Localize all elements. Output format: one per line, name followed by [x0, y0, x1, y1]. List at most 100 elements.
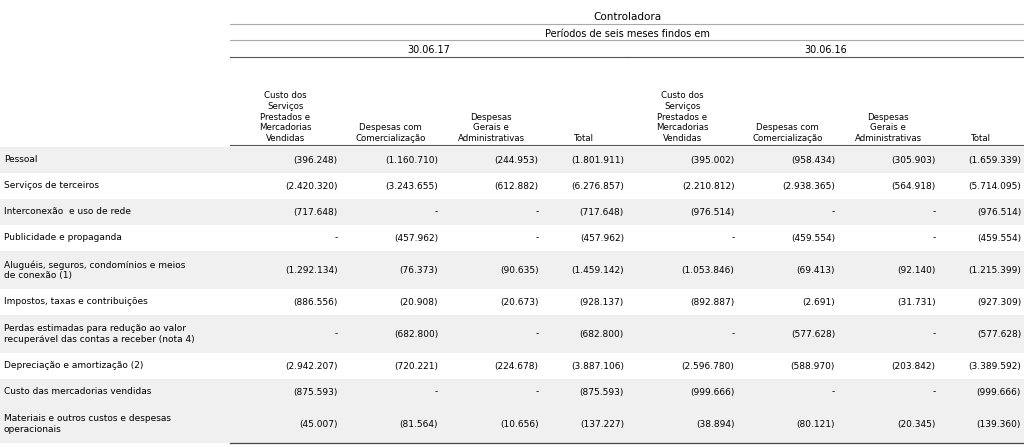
- Text: Despesas
Gerais e
Administrativas: Despesas Gerais e Administrativas: [458, 113, 525, 143]
- Text: -: -: [536, 329, 539, 338]
- Text: (976.514): (976.514): [690, 207, 734, 216]
- Text: (80.121): (80.121): [797, 419, 835, 429]
- Text: -: -: [536, 207, 539, 216]
- Text: (244.953): (244.953): [495, 156, 539, 164]
- Text: (2.938.365): (2.938.365): [782, 181, 835, 190]
- Text: (588.970): (588.970): [791, 362, 835, 371]
- Text: Pessoal: Pessoal: [4, 156, 38, 164]
- Text: Despesas com
Comercialização: Despesas com Comercialização: [355, 123, 426, 143]
- Text: -: -: [932, 233, 936, 243]
- Text: (45.007): (45.007): [299, 419, 338, 429]
- Text: Impostos, taxas e contribuições: Impostos, taxas e contribuições: [4, 298, 147, 307]
- Text: -: -: [435, 207, 438, 216]
- Text: (2.691): (2.691): [803, 298, 835, 307]
- FancyBboxPatch shape: [0, 147, 1024, 173]
- Text: (92.140): (92.140): [897, 266, 936, 274]
- Text: Controladora: Controladora: [593, 12, 662, 22]
- Text: (3.389.592): (3.389.592): [968, 362, 1021, 371]
- Text: (5.714.095): (5.714.095): [968, 181, 1021, 190]
- Text: 30.06.16: 30.06.16: [804, 45, 847, 55]
- Text: (1.459.142): (1.459.142): [571, 266, 624, 274]
- Text: Períodos de seis meses findos em: Períodos de seis meses findos em: [545, 29, 710, 39]
- Text: (717.648): (717.648): [580, 207, 624, 216]
- Text: (892.887): (892.887): [690, 298, 734, 307]
- Text: Despesas com
Comercialização: Despesas com Comercialização: [753, 123, 823, 143]
- Text: (999.666): (999.666): [977, 388, 1021, 396]
- Text: Aluguéis, seguros, condomínios e meios
de conexão (1): Aluguéis, seguros, condomínios e meios d…: [4, 260, 185, 280]
- Text: (720.221): (720.221): [394, 362, 438, 371]
- Text: Depreciação e amortização (2): Depreciação e amortização (2): [4, 362, 143, 371]
- Text: (1.659.339): (1.659.339): [968, 156, 1021, 164]
- Text: (577.628): (577.628): [977, 329, 1021, 338]
- Text: Materiais e outros custos e despesas
operacionais: Materiais e outros custos e despesas ope…: [4, 414, 171, 434]
- Text: (81.564): (81.564): [399, 419, 438, 429]
- Text: Despesas
Gerais e
Administrativas: Despesas Gerais e Administrativas: [855, 113, 922, 143]
- Text: -: -: [831, 207, 835, 216]
- Text: -: -: [731, 329, 734, 338]
- Text: (459.554): (459.554): [977, 233, 1021, 243]
- Text: (886.556): (886.556): [293, 298, 338, 307]
- Text: (457.962): (457.962): [580, 233, 624, 243]
- Text: (564.918): (564.918): [891, 181, 936, 190]
- Text: (139.360): (139.360): [977, 419, 1021, 429]
- Text: Custo dos
Serviços
Prestados e
Mercadorias
Vendidas: Custo dos Serviços Prestados e Mercadori…: [656, 91, 709, 143]
- Text: Perdas estimadas para redução ao valor
recuperável das contas a receber (nota 4): Perdas estimadas para redução ao valor r…: [4, 325, 195, 344]
- Text: (1.053.846): (1.053.846): [682, 266, 734, 274]
- Text: (612.882): (612.882): [495, 181, 539, 190]
- Text: -: -: [932, 329, 936, 338]
- Text: (20.673): (20.673): [500, 298, 539, 307]
- Text: -: -: [334, 233, 338, 243]
- Text: (6.276.857): (6.276.857): [571, 181, 624, 190]
- Text: (31.731): (31.731): [897, 298, 936, 307]
- Text: -: -: [932, 207, 936, 216]
- Text: Total: Total: [972, 134, 991, 143]
- Text: (457.962): (457.962): [394, 233, 438, 243]
- Text: -: -: [831, 388, 835, 396]
- Text: (577.628): (577.628): [791, 329, 835, 338]
- Text: (459.554): (459.554): [791, 233, 835, 243]
- Text: (875.593): (875.593): [293, 388, 338, 396]
- Text: (875.593): (875.593): [580, 388, 624, 396]
- Text: (2.210.812): (2.210.812): [682, 181, 734, 190]
- Text: (20.908): (20.908): [399, 298, 438, 307]
- Text: Serviços de terceiros: Serviços de terceiros: [4, 181, 99, 190]
- Text: (38.894): (38.894): [696, 419, 734, 429]
- Text: (682.800): (682.800): [580, 329, 624, 338]
- Text: (1.801.911): (1.801.911): [571, 156, 624, 164]
- Text: -: -: [334, 329, 338, 338]
- Text: (305.903): (305.903): [891, 156, 936, 164]
- Text: (203.842): (203.842): [892, 362, 936, 371]
- Text: (90.635): (90.635): [500, 266, 539, 274]
- Text: -: -: [435, 388, 438, 396]
- Text: (682.800): (682.800): [394, 329, 438, 338]
- Text: (1.215.399): (1.215.399): [968, 266, 1021, 274]
- Text: (10.656): (10.656): [500, 419, 539, 429]
- FancyBboxPatch shape: [0, 379, 1024, 405]
- Text: Publicidade e propaganda: Publicidade e propaganda: [4, 233, 122, 243]
- Text: (20.345): (20.345): [897, 419, 936, 429]
- Text: (395.002): (395.002): [690, 156, 734, 164]
- FancyBboxPatch shape: [0, 405, 1024, 443]
- Text: (928.137): (928.137): [580, 298, 624, 307]
- Text: Total: Total: [574, 134, 594, 143]
- Text: (1.292.134): (1.292.134): [285, 266, 338, 274]
- FancyBboxPatch shape: [0, 315, 1024, 353]
- Text: (2.942.207): (2.942.207): [285, 362, 338, 371]
- Text: -: -: [536, 388, 539, 396]
- Text: Custo dos
Serviços
Prestados e
Mercadorias
Vendidas: Custo dos Serviços Prestados e Mercadori…: [259, 91, 311, 143]
- Text: (2.596.780): (2.596.780): [682, 362, 734, 371]
- Text: (224.678): (224.678): [495, 362, 539, 371]
- Text: (927.309): (927.309): [977, 298, 1021, 307]
- Text: (76.373): (76.373): [399, 266, 438, 274]
- Text: -: -: [536, 233, 539, 243]
- Text: (3.243.655): (3.243.655): [385, 181, 438, 190]
- Text: (976.514): (976.514): [977, 207, 1021, 216]
- Text: (958.434): (958.434): [791, 156, 835, 164]
- Text: Custo das mercadorias vendidas: Custo das mercadorias vendidas: [4, 388, 152, 396]
- Text: (69.413): (69.413): [797, 266, 835, 274]
- Text: (3.887.106): (3.887.106): [571, 362, 624, 371]
- Text: -: -: [731, 233, 734, 243]
- FancyBboxPatch shape: [0, 251, 1024, 289]
- Text: (1.160.710): (1.160.710): [385, 156, 438, 164]
- Text: -: -: [932, 388, 936, 396]
